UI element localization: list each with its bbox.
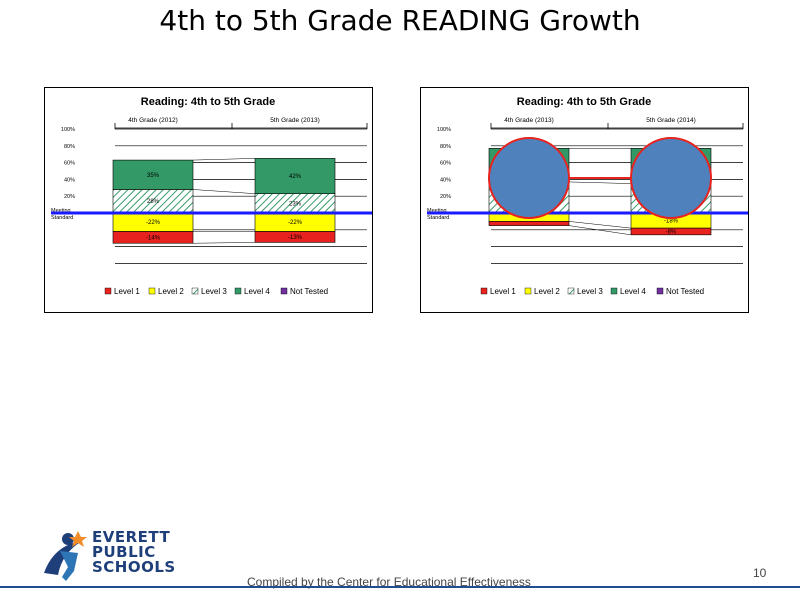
- chart-right: Reading: 4th to 5th Grade 100% 80% 60% 40% 20…: [427, 96, 748, 296]
- legend-swatch: [656, 287, 664, 295]
- legend-label: Level 2: [158, 287, 184, 296]
- category-label: 4th Grade (2012): [128, 117, 178, 124]
- legend-label: Not Tested: [666, 287, 704, 296]
- meeting-standard-label: Meeting: [51, 208, 71, 214]
- legend-swatch: [104, 287, 112, 295]
- legend-label: Level 4: [244, 287, 270, 296]
- y-tick-label: 60%: [64, 161, 75, 167]
- chart-left: Reading: 4th to 5th Grade 100% 80% 60% 40% 20…: [51, 96, 372, 296]
- legend-swatch: [524, 287, 532, 295]
- chart-panel-left: Reading: 4th to 5th Grade 100% 80% 60% 40% 20…: [44, 87, 373, 313]
- legend-swatch: [191, 287, 199, 295]
- data-label-level2: -22%: [288, 220, 303, 226]
- data-label-level1: -8%: [666, 229, 677, 235]
- y-tick-label: 100%: [437, 127, 451, 133]
- y-tick-label: 20%: [64, 194, 75, 200]
- category-label: 4th Grade (2013): [504, 117, 554, 124]
- legend-label: Level 4: [620, 287, 646, 296]
- data-label-level3: 28%: [147, 199, 160, 205]
- legend-swatch: [234, 287, 242, 295]
- bar-level4: [254, 158, 336, 194]
- y-tick-label: 40%: [440, 177, 451, 183]
- legend-swatch: [148, 287, 156, 295]
- bar-level1: [112, 231, 194, 244]
- legend-label: Level 3: [201, 287, 227, 296]
- data-label-level1: -13%: [288, 235, 303, 241]
- legend-label: Level 1: [490, 287, 516, 296]
- footer-rule: [0, 586, 800, 588]
- y-tick-label: 80%: [64, 144, 75, 150]
- y-tick-label: 40%: [64, 177, 75, 183]
- meeting-standard-label: Meeting: [427, 208, 447, 214]
- chart-title: Reading: 4th to 5th Grade: [141, 96, 275, 108]
- logo-wordmark: EVERETT PUBLIC SCHOOLS: [92, 530, 176, 575]
- logo-line-3: SCHOOLS: [92, 558, 176, 576]
- legend-swatch: [280, 287, 288, 295]
- legend-swatch: [480, 287, 488, 295]
- logo-line-1: EVERETT: [92, 528, 171, 546]
- page-number: 10: [753, 566, 767, 580]
- category-label: 5th Grade (2014): [646, 117, 696, 124]
- highlight-circle: [488, 137, 570, 219]
- legend-label: Level 1: [114, 287, 140, 296]
- category-label: 5th Grade (2013): [270, 117, 320, 124]
- series-connector: [568, 221, 632, 229]
- series-connector: [192, 189, 256, 194]
- data-label-level3: 23%: [289, 201, 302, 207]
- legend-label: Level 2: [534, 287, 560, 296]
- highlight-circle: [630, 137, 712, 219]
- slide-title: 4th to 5th Grade READING Growth: [159, 4, 641, 37]
- bar-level4: [112, 159, 194, 190]
- everett-logo-icon: [44, 531, 87, 581]
- legend-swatch: [567, 287, 575, 295]
- data-label-level1: -14%: [146, 235, 161, 241]
- meeting-standard-label: Standard: [427, 215, 449, 221]
- bar-level1: [630, 227, 712, 236]
- legend-label: Not Tested: [290, 287, 328, 296]
- meeting-standard-label: Standard: [51, 215, 73, 221]
- data-label-level4: 42%: [289, 174, 302, 180]
- y-tick-label: 80%: [440, 144, 451, 150]
- y-tick-label: 100%: [61, 127, 75, 133]
- chart-panel-right: Reading: 4th to 5th Grade 100% 80% 60% 40% 20…: [420, 87, 749, 313]
- logo-line-2: PUBLIC: [92, 543, 156, 561]
- y-tick-label: 60%: [440, 161, 451, 167]
- legend-swatch: [610, 287, 618, 295]
- data-label-level2: -22%: [146, 220, 161, 226]
- series-connector: [568, 225, 632, 236]
- footer-credit: Compiled by the Center for Educational E…: [247, 575, 531, 589]
- series-connector: [192, 242, 256, 244]
- y-tick-label: 20%: [440, 194, 451, 200]
- legend-label: Level 3: [577, 287, 603, 296]
- bar-level1: [254, 231, 336, 243]
- bar-level1: [488, 221, 570, 226]
- data-label-level4: 35%: [147, 173, 160, 179]
- series-connector: [192, 158, 256, 161]
- data-label-level2: -18%: [664, 219, 679, 225]
- chart-title: Reading: 4th to 5th Grade: [517, 96, 651, 108]
- series-connector: [568, 181, 632, 184]
